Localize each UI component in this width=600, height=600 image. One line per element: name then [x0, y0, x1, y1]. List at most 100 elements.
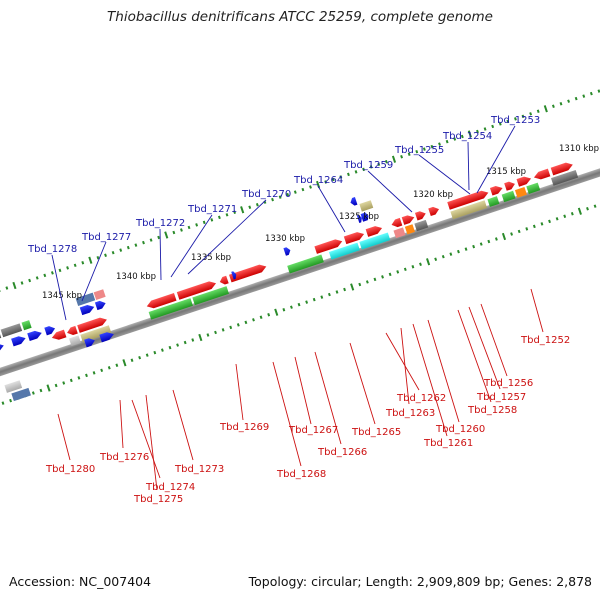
- gene-label: Tbd_1252: [520, 335, 570, 346]
- gene-box: [11, 387, 31, 402]
- gene-label: Tbd_1264: [293, 175, 343, 186]
- bottom-gene-label-texts: Tbd_1280 Tbd_1276 Tbd_1274 Tbd_1275 Tbd_…: [45, 335, 570, 505]
- outer-tick: [73, 263, 77, 268]
- outer-tick: [551, 104, 555, 108]
- gene-box: [93, 289, 106, 300]
- outer-tick: [248, 205, 252, 209]
- inner-tick: [358, 282, 362, 287]
- outer-tick: [5, 286, 9, 290]
- outer-tick: [0, 288, 1, 293]
- outer-tick: [415, 149, 419, 154]
- outer-tick: [104, 253, 107, 257]
- gene-box: [404, 224, 415, 235]
- gene-arrow: [516, 176, 532, 187]
- topology-text: Topology: circular; Length: 2,909,809 bp…: [248, 574, 592, 589]
- outer-tick: [12, 281, 17, 290]
- gene-label: Tbd_1258: [467, 405, 517, 416]
- gene-box: [0, 323, 23, 338]
- gene-box: [526, 182, 541, 194]
- inner-tick: [449, 252, 453, 256]
- gene-box: [148, 298, 193, 320]
- outer-tick: [422, 147, 426, 151]
- outer-tick: [164, 231, 169, 239]
- outer-tick: [391, 155, 397, 163]
- inner-tick: [39, 388, 43, 393]
- gene-features: [0, 162, 579, 402]
- gene-label: Tbd_1262: [396, 393, 446, 404]
- outer-tick: [491, 124, 495, 129]
- outer-tick: [88, 256, 93, 264]
- inner-tick: [350, 283, 355, 291]
- outer-tick: [407, 152, 411, 156]
- accession-text: Accession: NC_007404: [9, 574, 152, 589]
- gene-label: Tbd_1254: [442, 131, 492, 142]
- outer-tick: [536, 109, 540, 114]
- outer-tick: [453, 137, 457, 141]
- kbp-labels: 1345 kbp 1340 kbp 1335 kbp 1330 kbp 1325…: [42, 144, 599, 301]
- gene-arrow: [67, 325, 78, 336]
- outer-tick: [293, 190, 297, 194]
- inner-tick: [441, 254, 445, 259]
- gene-label: Tbd_1253: [490, 115, 540, 126]
- gene-label: Tbd_1267: [288, 425, 338, 436]
- kbp-label: 1330 kbp: [265, 234, 305, 244]
- gene-label: Tbd_1277: [81, 232, 131, 243]
- kbp-label: 1340 kbp: [116, 272, 156, 282]
- gene-label: Tbd_1270: [241, 189, 291, 200]
- gene-label: Tbd_1261: [423, 438, 473, 449]
- inner-tick: [229, 325, 233, 330]
- inner-tick: [236, 323, 240, 327]
- inner-tick: [214, 330, 217, 335]
- gene-label: Tbd_1260: [435, 424, 485, 435]
- gene-arrow: [11, 336, 26, 347]
- inner-tick: [548, 219, 551, 224]
- inner-tick: [494, 237, 498, 241]
- gene-label: Tbd_1275: [133, 494, 183, 505]
- outer-tick: [589, 91, 593, 96]
- inner-tick: [1, 401, 5, 405]
- gene-label: Tbd_1256: [483, 378, 533, 389]
- outer-tick: [81, 261, 85, 265]
- inner-tick: [312, 297, 316, 302]
- outer-tick: [142, 240, 145, 245]
- gene-arrow: [27, 330, 42, 342]
- gene-label: Tbd_1278: [27, 244, 77, 255]
- gene-arrow: [51, 329, 67, 340]
- outer-tick: [529, 112, 533, 116]
- gene-arrow: [283, 247, 291, 256]
- gene-label: Tbd_1268: [276, 469, 326, 480]
- outer-tick: [217, 215, 221, 220]
- kbp-label: 1335 kbp: [191, 253, 231, 263]
- inner-tick: [540, 222, 544, 226]
- outer-tick: [301, 187, 305, 192]
- gene-arrow: [84, 338, 95, 348]
- inner-tick: [396, 270, 400, 274]
- inner-tick: [198, 333, 203, 342]
- gene-arrow: [79, 305, 95, 316]
- outer-tick: [233, 210, 237, 215]
- bottom-gene-labels: [57, 288, 544, 491]
- inner-tick: [153, 350, 157, 355]
- outer-tick: [195, 223, 199, 227]
- gene-arrow: [176, 281, 217, 300]
- inner-tick: [479, 242, 483, 246]
- inner-tick: [62, 381, 66, 385]
- gene-label: Tbd_1274: [145, 482, 195, 493]
- gene-box: [68, 335, 81, 347]
- gene-arrow: [414, 211, 426, 221]
- gene-box: [192, 286, 229, 306]
- inner-tick: [501, 232, 507, 241]
- outer-tick: [309, 185, 312, 189]
- inner-tick: [517, 229, 521, 234]
- inner-tick: [282, 307, 286, 312]
- outer-tick: [430, 144, 434, 149]
- outer-tick: [240, 206, 245, 214]
- gene-arrow: [447, 190, 489, 210]
- outer-tick: [438, 142, 441, 146]
- outer-tick: [278, 195, 282, 199]
- inner-tick: [274, 308, 279, 316]
- outer-tick: [582, 94, 586, 98]
- inner-tick: [221, 328, 225, 332]
- inner-tick: [46, 384, 51, 392]
